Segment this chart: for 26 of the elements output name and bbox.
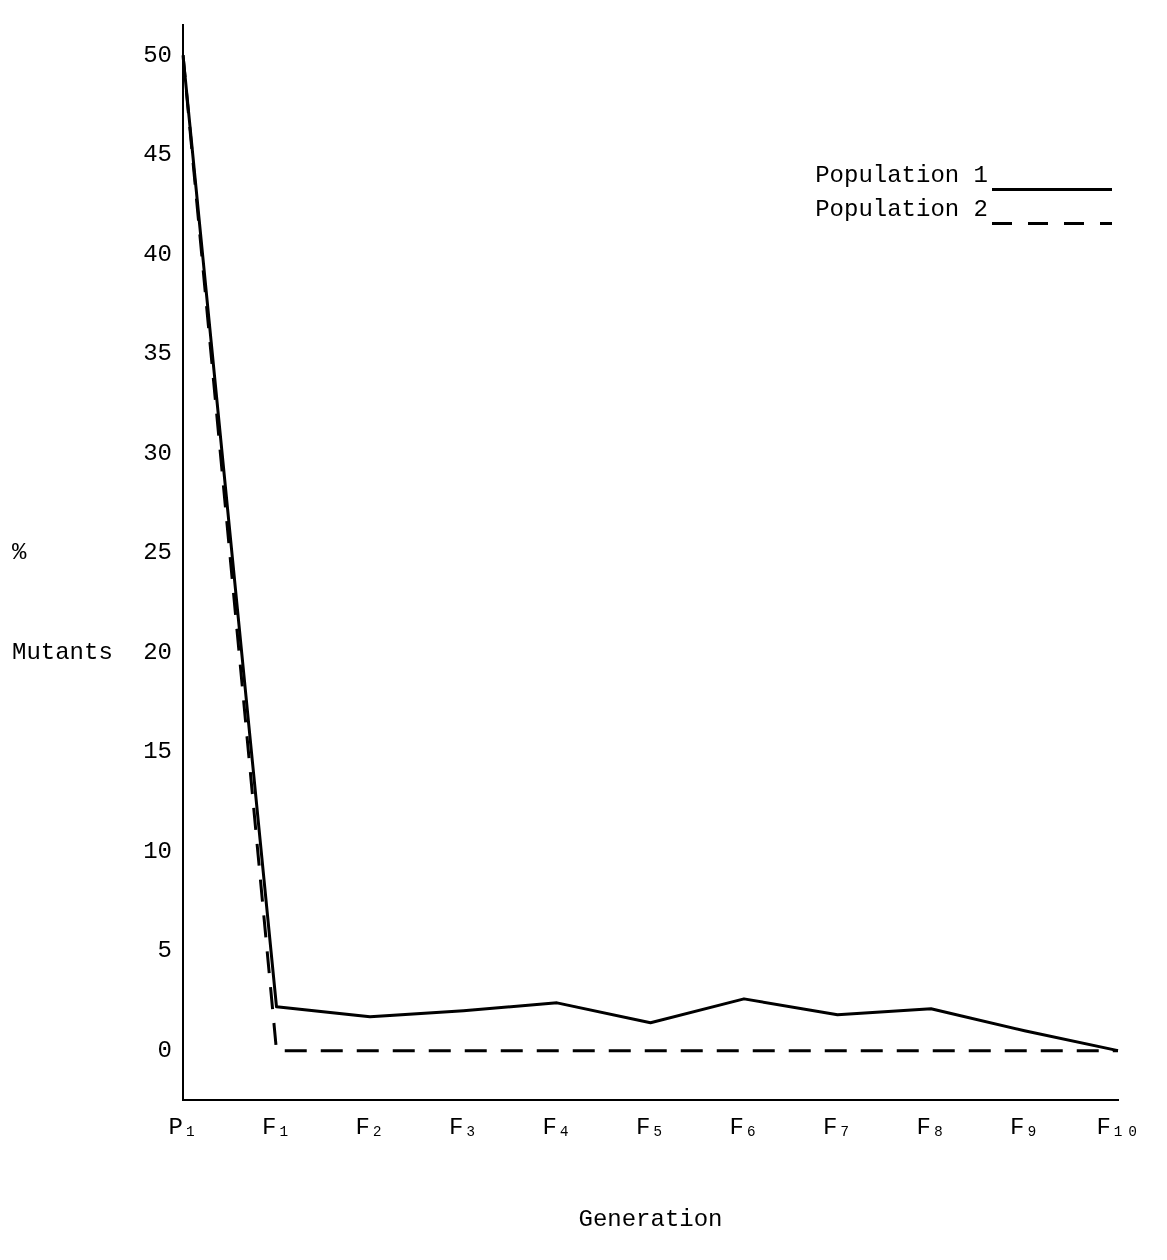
x-tick-label: F₂ <box>355 1114 385 1142</box>
y-tick-label: 10 <box>143 837 172 865</box>
y-tick-label: 5 <box>157 937 172 965</box>
y-tick-label: 0 <box>157 1036 172 1064</box>
x-tick-label: F₇ <box>823 1114 852 1142</box>
x-tick-label: F₁₀ <box>1096 1114 1140 1142</box>
x-tick-label: F₉ <box>1010 1114 1039 1142</box>
x-tick-label: F₅ <box>636 1114 665 1142</box>
y-tick-label: 45 <box>143 141 172 169</box>
x-tick-label: F₃ <box>449 1114 478 1142</box>
x-tick-label: F₁ <box>262 1114 291 1142</box>
y-tick-label: 15 <box>143 738 172 766</box>
y-tick-label: 30 <box>143 439 172 467</box>
y-tick-label: 40 <box>143 240 172 268</box>
text: % Mutants <box>12 539 113 667</box>
y-tick-label: 50 <box>143 41 172 69</box>
legend-label: Population 2 <box>815 195 988 223</box>
x-tick-label: F₈ <box>916 1114 946 1142</box>
x-axis-title: Generation <box>578 1205 723 1233</box>
y-tick-label: 25 <box>143 539 172 567</box>
y-tick-label: 20 <box>143 638 172 666</box>
y-tick-label: 35 <box>143 340 172 368</box>
x-tick-label: P₁ <box>168 1114 198 1142</box>
legend-label: Population 1 <box>815 161 988 189</box>
x-tick-label: F₄ <box>542 1114 572 1142</box>
x-tick-label: F₆ <box>729 1114 759 1142</box>
